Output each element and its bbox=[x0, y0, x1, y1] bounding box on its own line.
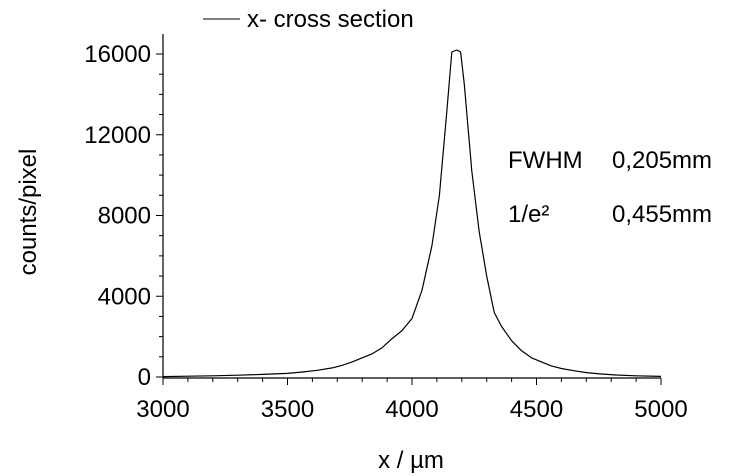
x-axis-title: x / µm bbox=[378, 447, 444, 474]
legend-label: x- cross section bbox=[247, 6, 414, 33]
e2-label: 1/e² bbox=[508, 201, 549, 228]
fwhm-label: FWHM bbox=[508, 147, 583, 174]
legend: x- cross section bbox=[203, 6, 414, 33]
axes bbox=[162, 34, 661, 379]
series-line bbox=[162, 49, 662, 378]
annotations: FWHM 0,205mm 1/e² 0,455mm bbox=[508, 147, 712, 228]
e2-value: 0,455mm bbox=[612, 201, 712, 228]
y-tick-label: 0 bbox=[138, 364, 151, 391]
y-tick-label: 8000 bbox=[98, 203, 151, 230]
tick-labels: 0 4000 8000 12000 16000 3000 3500 4000 4500 5000 bbox=[84, 41, 687, 423]
fwhm-value: 0,205mm bbox=[612, 147, 712, 174]
x-tick-label: 4500 bbox=[510, 396, 563, 423]
x-tick-label: 4000 bbox=[385, 396, 438, 423]
y-tick-label: 4000 bbox=[98, 283, 151, 310]
ticks bbox=[156, 53, 662, 385]
x-tick-label: 3000 bbox=[136, 396, 189, 423]
x-tick-label: 5000 bbox=[634, 396, 687, 423]
x-tick-label: 3500 bbox=[261, 396, 314, 423]
y-axis-title: counts/pixel bbox=[15, 149, 42, 276]
series-layer bbox=[162, 49, 662, 378]
y-tick-label: 16000 bbox=[84, 41, 151, 68]
y-tick-label: 12000 bbox=[84, 122, 151, 149]
